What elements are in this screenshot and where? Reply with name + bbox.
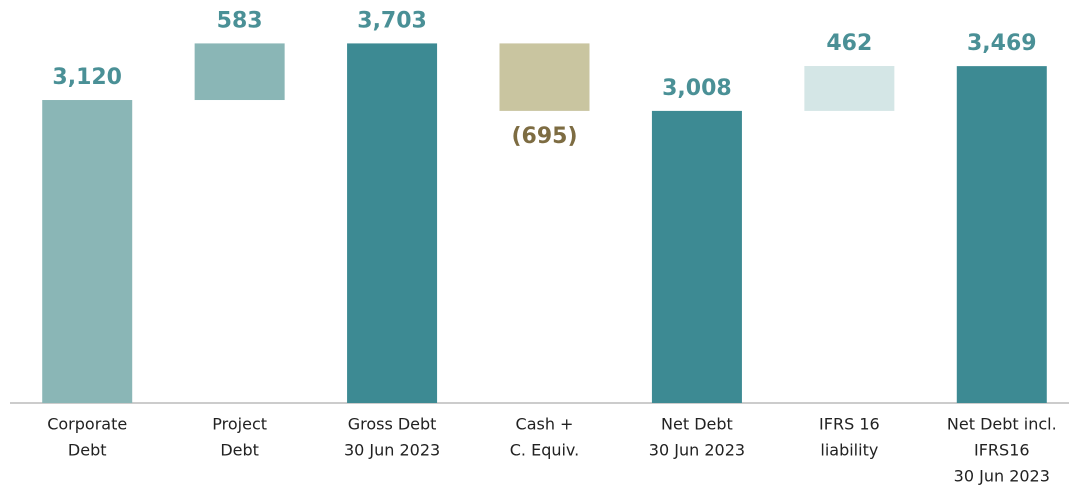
value-label: 462 [826, 31, 872, 56]
value-label: 3,469 [967, 31, 1037, 56]
x-tick-label: Corporate [47, 415, 127, 434]
x-tick-label: Net Debt [661, 415, 733, 434]
bar [804, 66, 895, 111]
value-label: 3,120 [52, 65, 122, 90]
value-label: 3,008 [662, 76, 732, 101]
x-tick-label: Debt [220, 441, 259, 460]
x-tick-label: C. Equiv. [510, 441, 580, 460]
x-tick-label: Net Debt incl. [947, 415, 1057, 434]
x-tick-label: liability [820, 441, 878, 460]
bar [651, 110, 742, 404]
x-tick-label: IFRS 16 [819, 415, 880, 434]
bar [347, 43, 438, 403]
x-tick-label: Gross Debt [348, 415, 437, 434]
x-tick-label: 30 Jun 2023 [344, 441, 440, 460]
x-tick-label: Project [212, 415, 267, 434]
x-tick-label: Debt [68, 441, 107, 460]
bar [194, 43, 285, 101]
x-tick-label: IFRS16 [974, 441, 1030, 460]
bar [499, 43, 590, 111]
x-tick-label: Cash + [516, 415, 574, 434]
value-label: 3,703 [357, 8, 427, 33]
bar [956, 66, 1047, 403]
value-label: 583 [217, 8, 263, 33]
value-label: (695) [511, 124, 577, 149]
bar [42, 100, 133, 403]
x-tick-label: 30 Jun 2023 [649, 441, 745, 460]
x-tick-label: 30 Jun 2023 [954, 467, 1050, 486]
